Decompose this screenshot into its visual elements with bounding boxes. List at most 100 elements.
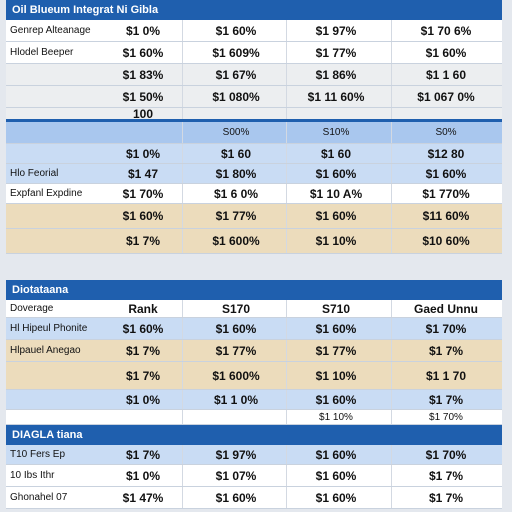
row-label: Ghonahel 07 xyxy=(10,492,68,503)
column-divider xyxy=(391,362,392,389)
column-divider xyxy=(391,340,392,361)
column-divider xyxy=(286,122,287,143)
cell-value: $1 6 0% xyxy=(213,186,259,201)
column-divider xyxy=(286,64,287,85)
row-label: 10 Ibs Ithr xyxy=(10,470,55,481)
column-divider xyxy=(182,340,183,361)
row-label: Doverage xyxy=(10,303,54,314)
table-row: $1 60% $1 77% $1 60% $11 60% xyxy=(6,204,502,229)
table-row: Doverage Rank S170 S710 Gaed Unnu xyxy=(6,300,502,318)
column-divider xyxy=(182,86,183,107)
cell-value: $10 60% xyxy=(422,234,470,248)
cell-value: $1 0% xyxy=(125,146,161,161)
cell-value: $1 7% xyxy=(428,343,464,358)
cell-value: $1 0% xyxy=(125,392,161,407)
cell-value: $1 70 6% xyxy=(420,23,472,38)
cell-value: $1 60% xyxy=(315,209,357,223)
cell-value: S10% xyxy=(322,127,350,138)
cell-value: $1 70% xyxy=(429,411,463,423)
cell-value: $1 10% xyxy=(315,368,357,383)
table-section: Diotataana Doverage Rank S170 S710 Gaed Unnu H… xyxy=(6,280,502,425)
table-row: Hl Hipeul Phonite $1 60% $1 60% $1 60% $1 70… xyxy=(6,318,502,340)
cell-value: $1 47% xyxy=(122,490,164,505)
column-divider xyxy=(391,410,392,424)
cell-value: $1 60% xyxy=(122,45,164,60)
table-row: $1 10% $1 70% xyxy=(6,410,502,425)
cell-value: $1 60% xyxy=(315,166,357,181)
cell-value: $1 11 60% xyxy=(307,89,365,104)
column-divider xyxy=(286,108,287,119)
cell-value: $1 10% xyxy=(319,411,353,423)
column-divider xyxy=(286,362,287,389)
column-divider xyxy=(286,184,287,203)
cell-value: $1 60% xyxy=(425,45,467,60)
table-row: $1 7% $1 600% $1 10% $1 1 70 xyxy=(6,362,502,390)
column-divider xyxy=(286,300,287,317)
cell-value: $1 86% xyxy=(315,67,357,82)
row-label: Hl Hipeul Phonite xyxy=(10,323,88,334)
column-divider xyxy=(182,42,183,63)
cell-value: $1 7% xyxy=(428,392,464,407)
cell-value: $1 60% xyxy=(122,321,164,336)
cell-value: $1 50% xyxy=(122,89,164,104)
row-label: Expfanl Expdine xyxy=(10,188,83,199)
column-divider xyxy=(391,42,392,63)
cell-value: $1 600% xyxy=(212,234,260,248)
cell-value: $1 1 70 xyxy=(425,368,467,383)
cell-value: $1 10% xyxy=(315,234,357,248)
cell-value: $1 80% xyxy=(215,166,257,181)
column-divider xyxy=(391,108,392,119)
cell-value: $1 10 A% xyxy=(309,186,363,201)
column-divider xyxy=(391,445,392,464)
column-divider xyxy=(391,390,392,409)
cell-value: $1 60% xyxy=(315,447,357,462)
column-divider xyxy=(391,144,392,163)
cell-value: $12 80 xyxy=(427,146,465,161)
column-divider xyxy=(182,300,183,317)
cell-value: $1 600% xyxy=(212,368,260,383)
column-divider xyxy=(286,487,287,508)
table-row: $1 0% $1 1 0% $1 60% $1 7% xyxy=(6,390,502,410)
column-divider xyxy=(182,122,183,143)
cell-value: $1 70% xyxy=(122,186,164,201)
column-divider xyxy=(391,164,392,183)
column-divider xyxy=(182,229,183,253)
column-divider xyxy=(391,318,392,339)
cell-value: $1 77% xyxy=(315,343,357,358)
cell-value: $1 7% xyxy=(125,447,161,462)
table-row: 10 Ibs Ithr $1 0% $1 07% $1 60% $1 7% xyxy=(6,465,502,487)
cell-value: $1 770% xyxy=(422,186,470,201)
cell-value: $1 77% xyxy=(315,45,357,60)
cell-value: $1 70% xyxy=(425,447,467,462)
table-row: Hlo Feorial $1 47 $1 80% $1 60% $1 60% xyxy=(6,164,502,184)
cell-value: $1 83% xyxy=(122,67,164,82)
cell-value: $1 60% xyxy=(122,209,164,223)
cell-value: $1 60% xyxy=(215,490,257,505)
column-divider xyxy=(286,86,287,107)
cell-value: $1 60% xyxy=(425,166,467,181)
table-row: Ghonahel 07 $1 47% $1 60% $1 60% $1 7% xyxy=(6,487,502,509)
cell-value: $1 60% xyxy=(315,468,357,483)
row-label: Hlodel Beeper xyxy=(10,47,74,58)
column-divider xyxy=(286,390,287,409)
section-title: Diotataana xyxy=(6,280,502,300)
cell-value: $1 60 xyxy=(320,146,352,161)
cell-value: S00% xyxy=(222,127,250,138)
cell-value: $1 60% xyxy=(215,321,257,336)
column-divider xyxy=(182,204,183,228)
column-divider xyxy=(391,20,392,41)
column-divider xyxy=(182,445,183,464)
cell-value: $1 080% xyxy=(212,89,260,104)
column-divider xyxy=(182,108,183,119)
column-divider xyxy=(182,410,183,424)
cell-value: $1 1 0% xyxy=(213,392,259,407)
column-divider xyxy=(286,318,287,339)
table-section: Oil Blueum Integrat Ni Gibla Genrep Altea… xyxy=(6,0,502,121)
row-label: T10 Fers Ep xyxy=(10,449,66,460)
column-divider xyxy=(182,318,183,339)
column-divider xyxy=(182,390,183,409)
table-section: S00% S10% S0% $1 0% $1 60 $1 60 $12 80 Hlo Feor… xyxy=(6,119,502,254)
table-row: Hlodel Beeper $1 60% $1 609% $1 77% $1 60% xyxy=(6,42,502,64)
cell-value: $1 7% xyxy=(125,343,161,358)
